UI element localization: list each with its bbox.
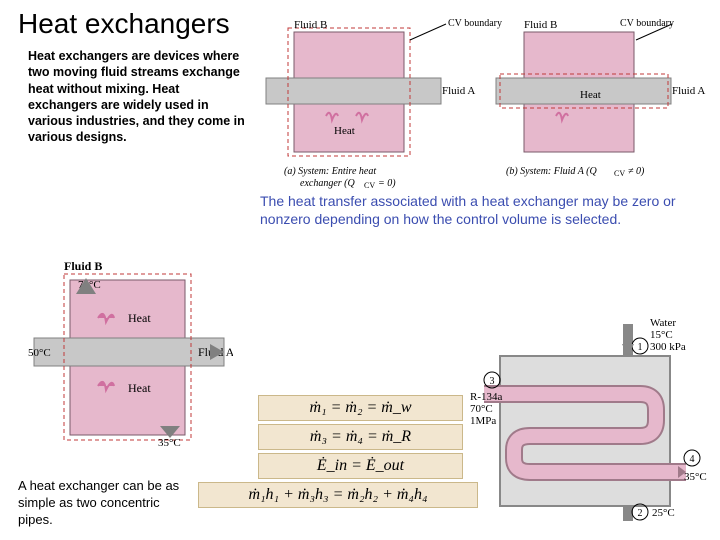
svg-text:CV boundary: CV boundary bbox=[448, 18, 502, 29]
svg-text:1MPa: 1MPa bbox=[470, 415, 496, 427]
temp-50: 50°C bbox=[28, 347, 51, 359]
svg-text:= 0): = 0) bbox=[378, 178, 396, 189]
intro-paragraph: Heat exchangers are devices where two mo… bbox=[28, 48, 248, 146]
svg-text:3: 3 bbox=[490, 376, 495, 387]
svg-text:exchanger (Q: exchanger (Q bbox=[300, 178, 355, 189]
equations-block: ṁ₁ = ṁ₂ = ṁ_w ṁ₃ = ṁ₄ = ṁ_R Ė_in = Ė_out… bbox=[258, 395, 463, 511]
svg-text:CV: CV bbox=[364, 181, 375, 190]
svg-text:Water: Water bbox=[650, 317, 676, 329]
fluid-b-label: Fluid B bbox=[294, 19, 327, 31]
page-title: Heat exchangers bbox=[18, 8, 230, 40]
svg-text:Heat: Heat bbox=[334, 125, 355, 137]
svg-text:Heat: Heat bbox=[580, 89, 601, 101]
figure-midleft: Heat Heat Fluid B 70°C 50°C Fluid A 35°C bbox=[28, 260, 233, 455]
svg-text:1: 1 bbox=[638, 342, 643, 353]
svg-text:4: 4 bbox=[690, 454, 695, 465]
eq-mass-water: ṁ₁ = ṁ₂ = ṁ_w bbox=[258, 395, 463, 421]
bottom-caption: A heat exchanger can be as simple as two… bbox=[18, 478, 188, 529]
svg-text:25°C: 25°C bbox=[652, 507, 675, 519]
svg-text:35°C: 35°C bbox=[684, 471, 707, 483]
caption-cv: The heat transfer associated with a heat… bbox=[260, 192, 690, 228]
figure-serpentine: 1 2 3 4 Water 15°C 300 kPa R-134a 70°C 1… bbox=[470, 316, 710, 526]
svg-text:≠ 0): ≠ 0) bbox=[628, 166, 645, 177]
figure-top-cv: Heat Fluid B Fluid A (a) System: Entire … bbox=[256, 18, 706, 198]
svg-text:Heat: Heat bbox=[128, 381, 151, 395]
svg-text:CV: CV bbox=[614, 169, 625, 178]
svg-text:(b) System: Fluid A (Q: (b) System: Fluid A (Q bbox=[506, 166, 598, 177]
eq-mass-refrigerant: ṁ₃ = ṁ₄ = ṁ_R bbox=[258, 424, 463, 450]
eq-enthalpy: ṁ₁h₁ + ṁ₃h₃ = ṁ₂h₂ + ṁ₄h₄ bbox=[198, 482, 478, 508]
eq-energy-balance: Ė_in = Ė_out bbox=[258, 453, 463, 479]
temp-35: 35°C bbox=[158, 437, 181, 449]
svg-text:CV boundary: CV boundary bbox=[620, 18, 674, 29]
svg-text:300 kPa: 300 kPa bbox=[650, 341, 686, 353]
fluid-b-label: Fluid B bbox=[64, 260, 102, 273]
svg-text:15°C: 15°C bbox=[650, 329, 673, 341]
svg-text:R-134a: R-134a bbox=[470, 391, 503, 403]
fluid-a-label: Fluid A bbox=[442, 85, 475, 97]
svg-text:(a) System: Entire heat: (a) System: Entire heat bbox=[284, 166, 376, 177]
svg-text:2: 2 bbox=[638, 508, 643, 519]
svg-text:70°C: 70°C bbox=[470, 403, 493, 415]
svg-text:Heat: Heat bbox=[128, 311, 151, 325]
svg-text:Fluid B: Fluid B bbox=[524, 19, 557, 31]
svg-text:Fluid A: Fluid A bbox=[672, 85, 705, 97]
